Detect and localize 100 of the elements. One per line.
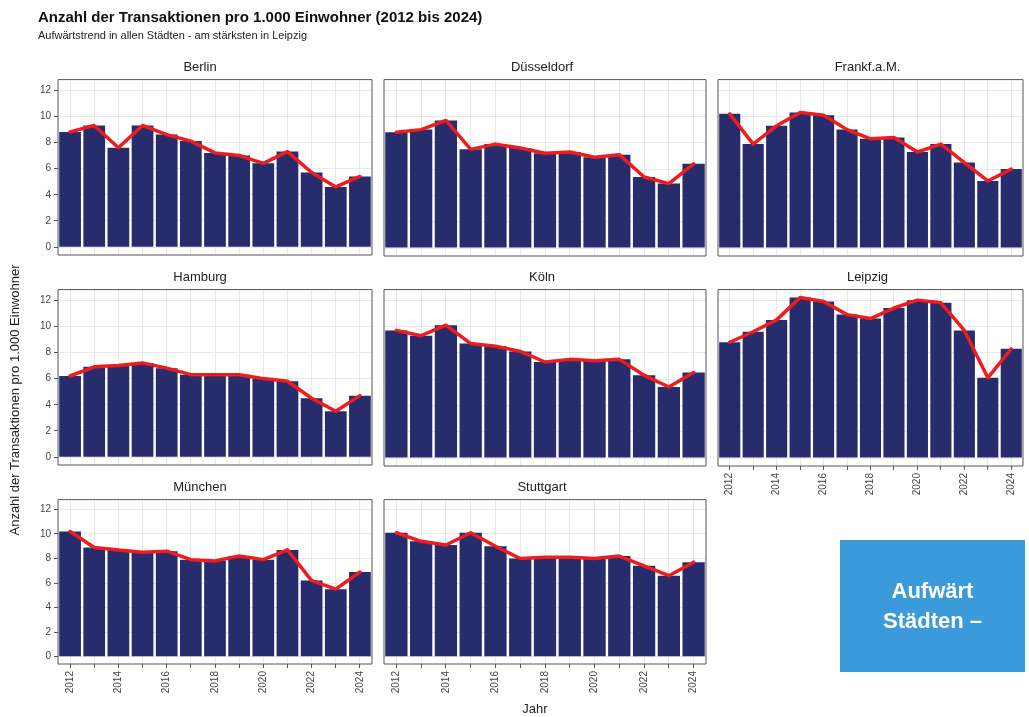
bar — [179, 559, 202, 657]
bar — [59, 375, 81, 457]
bar — [228, 556, 251, 657]
bar — [533, 362, 557, 458]
bar — [742, 144, 764, 248]
x-tick-label: 2012 — [723, 472, 735, 496]
bar — [1000, 169, 1022, 248]
bar — [459, 343, 482, 458]
bar — [204, 374, 226, 457]
bar — [434, 544, 458, 657]
bar — [324, 589, 347, 657]
y-tick-label: 4 — [45, 398, 52, 410]
text: Aufwärtstrend in allen Städten - am stärksten in Leipzig — [38, 29, 309, 41]
bar — [883, 137, 905, 248]
bar — [83, 366, 106, 457]
bar — [657, 387, 680, 458]
y-tick-label: 0 — [45, 450, 52, 462]
bar — [484, 546, 507, 657]
x-tick-label: 2024 — [353, 670, 365, 694]
bar — [906, 152, 928, 248]
chart-title: Hamburg — [173, 269, 227, 285]
x-axis-title: Jahr — [522, 701, 548, 716]
bar — [410, 129, 433, 248]
bar — [859, 138, 882, 248]
x-tick-label: 2016 — [817, 472, 829, 496]
x-tick-label: 2012 — [63, 670, 75, 694]
chart-title: Stuttgart — [517, 479, 567, 495]
x-tick-label: 2024 — [1005, 472, 1017, 496]
y-axis-title: Anzahl der Transaktionen pro 1.000 Einwohner — [6, 264, 22, 536]
y-tick-label: 10 — [39, 110, 52, 121]
bar — [813, 301, 835, 458]
bar — [385, 132, 408, 248]
bar — [719, 113, 741, 248]
bar — [583, 157, 606, 248]
y-tick-label: 6 — [45, 372, 52, 384]
bar — [608, 359, 631, 458]
bar — [930, 144, 952, 248]
chart-title: Düsseldorf — [510, 59, 574, 75]
bar — [813, 115, 835, 248]
bar — [558, 557, 581, 657]
bar — [155, 551, 178, 657]
text: Städten – — [882, 607, 983, 635]
x-tick-label: 2022 — [637, 670, 649, 694]
bar — [953, 330, 975, 458]
bar — [204, 152, 226, 247]
bar — [533, 153, 557, 248]
bar — [434, 325, 458, 458]
x-tick-label: 2014 — [112, 670, 124, 694]
x-tick-label: 2022 — [958, 472, 970, 496]
bar — [836, 314, 858, 458]
bar — [484, 346, 507, 458]
bar — [252, 163, 275, 247]
x-tick-label: 2018 — [864, 472, 876, 496]
bar — [300, 172, 323, 247]
bar — [179, 374, 202, 457]
x-tick-label: 2014 — [439, 670, 451, 694]
bar — [608, 556, 631, 657]
text: Aufwärt — [891, 577, 974, 606]
bar — [766, 319, 788, 458]
text: Anzahl der Transaktionen pro 1.000 Einwohner (2012 bis 2024) — [38, 8, 484, 25]
bar — [324, 411, 347, 457]
bar — [632, 565, 656, 657]
x-tick-label: 2018 — [208, 670, 220, 694]
bar — [632, 177, 656, 248]
bar — [252, 559, 275, 657]
x-tick-label: 2020 — [257, 670, 269, 694]
x-tick-label: 2016 — [160, 670, 172, 694]
bar — [766, 125, 788, 248]
bar — [484, 144, 507, 248]
bar — [906, 300, 928, 458]
bar — [930, 302, 952, 458]
bar — [558, 359, 581, 458]
y-tick-label: 12 — [39, 293, 52, 305]
x-tick-label: 2022 — [305, 670, 317, 694]
bar — [300, 580, 323, 657]
bar — [107, 549, 130, 657]
bar — [410, 541, 433, 657]
bar — [583, 360, 606, 458]
y-tick-label: 12 — [39, 503, 52, 515]
bar — [632, 375, 656, 458]
y-tick-label: 2 — [45, 424, 52, 436]
bar — [349, 571, 371, 657]
bar — [349, 176, 371, 247]
bar — [1000, 348, 1022, 458]
y-tick-label: 4 — [45, 601, 52, 613]
bar — [131, 362, 154, 457]
chart-title: Frankf.a.M. — [834, 59, 901, 75]
bar — [509, 148, 532, 248]
bar — [509, 558, 532, 657]
bar — [509, 351, 532, 458]
bar — [300, 398, 323, 457]
bar — [83, 125, 106, 247]
x-tick-label: 2016 — [489, 670, 501, 694]
bar — [131, 552, 154, 657]
bar — [349, 395, 371, 457]
bar — [324, 186, 347, 247]
bar — [228, 374, 251, 457]
y-tick-label: 8 — [45, 346, 52, 358]
bar — [155, 134, 178, 247]
bar — [953, 162, 975, 248]
